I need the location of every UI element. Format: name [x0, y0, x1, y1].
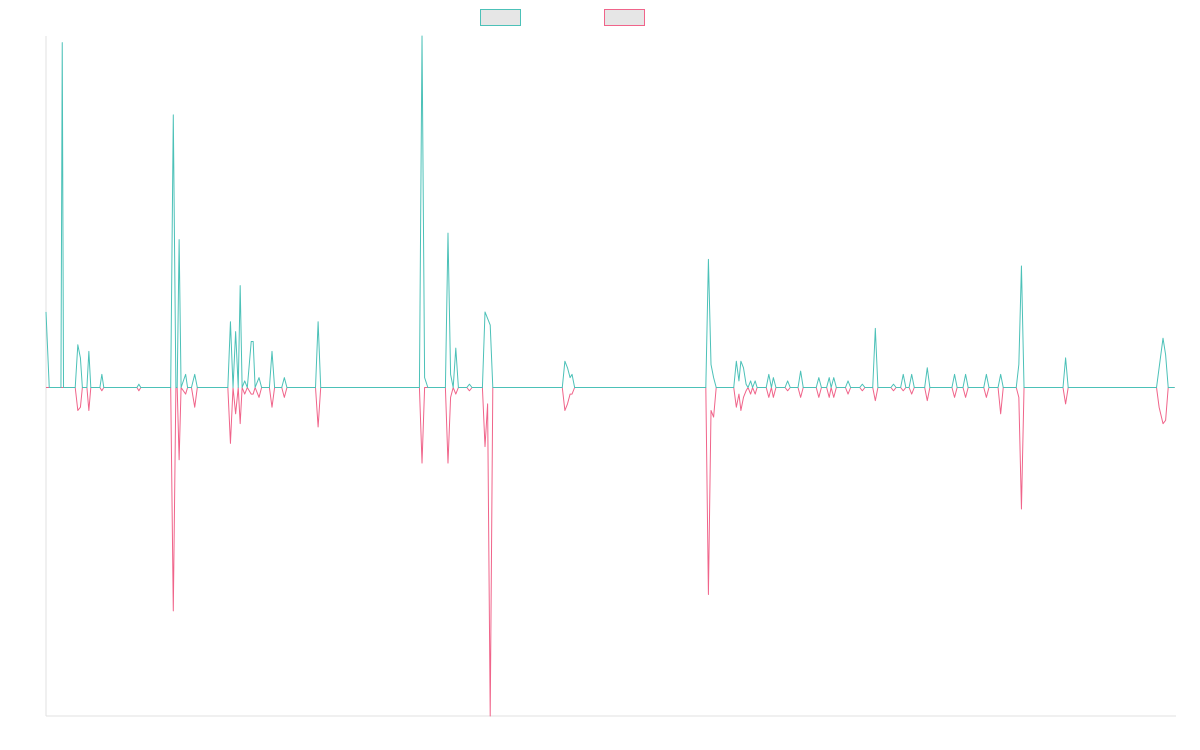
- legend-swatch-series-b[interactable]: [604, 9, 645, 26]
- line-series-b[interactable]: [46, 387, 1175, 717]
- legend[interactable]: [480, 9, 645, 26]
- series-layer: [45, 35, 1175, 717]
- legend-swatch-series-a[interactable]: [480, 9, 521, 26]
- line-series-a[interactable]: [45, 35, 1175, 388]
- plot-area: [45, 35, 1176, 717]
